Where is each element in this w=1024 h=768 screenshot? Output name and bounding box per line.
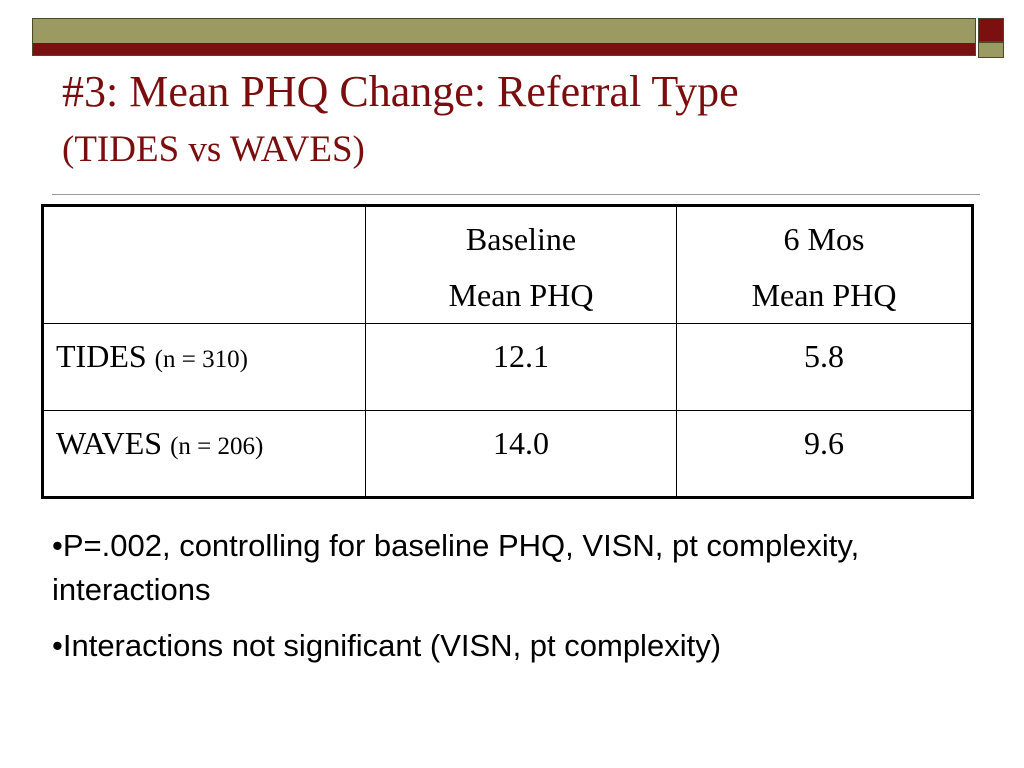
table-header-row: Baseline Mean PHQ 6 Mos Mean PHQ [42, 205, 973, 324]
six-mos-cell: 9.6 [676, 410, 973, 498]
title-divider [52, 194, 980, 195]
baseline-cell: 12.1 [365, 323, 677, 411]
header-six-mos: 6 Mos Mean PHQ [676, 205, 973, 324]
corner-square-maroon [978, 18, 1004, 42]
row-n: (n = 206) [170, 433, 264, 460]
corner-square-olive [978, 42, 1004, 58]
header-bar-maroon [33, 43, 975, 55]
row-label: WAVES [56, 425, 163, 461]
baseline-value: 12.1 [493, 338, 549, 374]
header-baseline: Baseline Mean PHQ [365, 205, 677, 324]
table-row: WAVES (n = 206) 14.0 9.6 [42, 410, 973, 498]
bullet-item: •P=.002, controlling for baseline PHQ, V… [52, 528, 860, 607]
six-mos-value: 9.6 [804, 425, 844, 461]
table-row: TIDES (n = 310) 12.1 5.8 [42, 323, 973, 411]
row-n: (n = 310) [154, 346, 248, 373]
header-bar [32, 18, 976, 56]
header-six-mos-line2: Mean PHQ [751, 277, 897, 313]
row-label-cell: TIDES (n = 310) [42, 323, 366, 411]
row-label-cell: WAVES (n = 206) [42, 410, 366, 498]
slide-title: #3: Mean PHQ Change: Referral Type [62, 67, 739, 116]
phq-table: Baseline Mean PHQ 6 Mos Mean PHQ TIDES (… [41, 204, 974, 499]
six-mos-value: 5.8 [804, 338, 844, 374]
header-baseline-line2: Mean PHQ [448, 277, 594, 313]
header-empty-cell [42, 205, 366, 324]
baseline-cell: 14.0 [365, 410, 677, 498]
header-bar-olive [33, 19, 975, 43]
bullet-list: •P=.002, controlling for baseline PHQ, V… [52, 524, 932, 680]
slide-subtitle: (TIDES vs WAVES) [62, 129, 365, 170]
header-six-mos-line1: 6 Mos [783, 221, 865, 257]
baseline-value: 14.0 [493, 425, 549, 461]
row-label: TIDES [56, 338, 147, 374]
bullet-item: •Interactions not significant (VISN, pt … [52, 628, 722, 663]
six-mos-cell: 5.8 [676, 323, 973, 411]
header-baseline-line1: Baseline [465, 221, 577, 257]
